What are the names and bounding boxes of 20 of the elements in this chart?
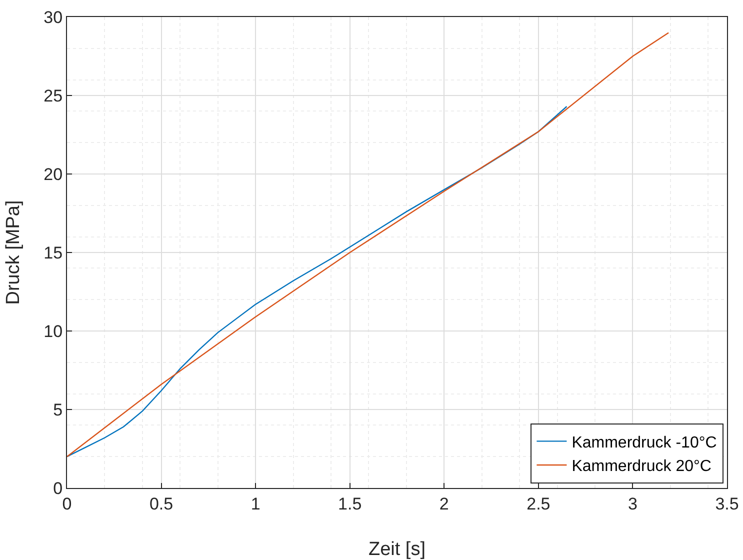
line-series — [67, 106, 568, 458]
y-tick-label: 30 — [44, 8, 63, 27]
x-tick-label: 1.5 — [338, 494, 362, 514]
line-series — [67, 32, 670, 458]
x-tick-label: 3 — [628, 494, 638, 514]
y-tick-label: 20 — [44, 164, 63, 184]
y-tick-label: 5 — [53, 400, 63, 420]
x-tick-label: 2.5 — [526, 494, 550, 514]
x-axis-title: Zeit [s] — [368, 539, 426, 560]
legend-label: Kammerdruck 20°C — [572, 458, 712, 476]
x-tick-label: 0.5 — [149, 494, 174, 514]
x-tick-label: 2 — [439, 494, 449, 514]
y-axis-title: Druck [MPa] — [3, 200, 24, 305]
x-tick-label: 3.5 — [715, 494, 739, 514]
legend-label: Kammerdruck -10°C — [572, 434, 717, 452]
y-tick-label: 0 — [53, 478, 63, 498]
y-tick-label: 10 — [44, 322, 63, 341]
y-tick-label: 25 — [44, 86, 63, 106]
x-tick-label: 1 — [250, 494, 260, 514]
y-tick-label: 15 — [44, 243, 63, 262]
